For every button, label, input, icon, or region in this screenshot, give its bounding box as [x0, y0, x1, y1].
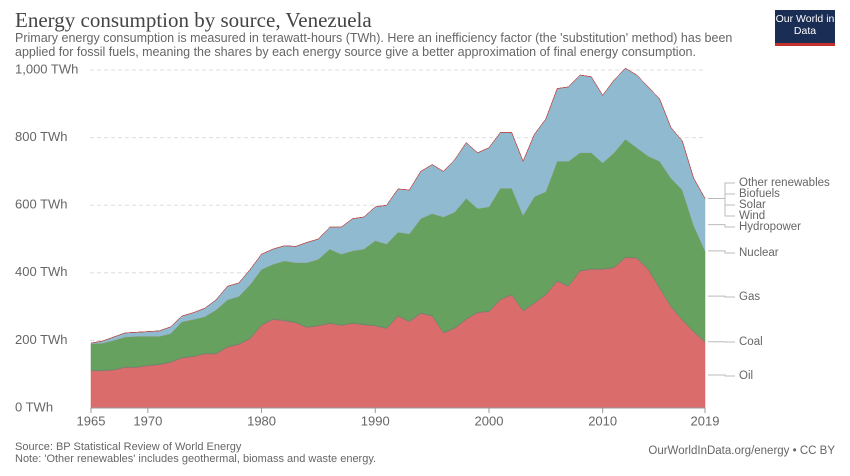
url[interactable]: OurWorldInData.org/energy • CC BY [648, 445, 835, 457]
legend-label: Hydropower [739, 221, 801, 233]
chart-subtitle: Primary energy consumption is measured i… [15, 31, 733, 59]
x-tick-label: 1980 [247, 413, 276, 428]
y-tick-label: 400 TWh [15, 264, 68, 279]
legend-label: Other renewables [739, 177, 830, 189]
y-tick-label: 1,000 TWh [15, 61, 78, 76]
chart-title: Energy consumption by source, Venezuela [15, 8, 372, 32]
logo[interactable]: Our World in Data [775, 10, 835, 46]
x-tick-label: 2019 [691, 413, 720, 428]
legend-connector [708, 197, 735, 217]
note: Note: 'Other renewables' includes geothe… [15, 453, 377, 465]
y-tick-label: 200 TWh [15, 332, 68, 347]
y-tick-label: 0 TWh [15, 399, 53, 414]
y-tick-label: 600 TWh [15, 197, 68, 212]
y-tick-label: 800 TWh [15, 129, 68, 144]
x-tick-label: 2000 [475, 413, 504, 428]
legend-label: Coal [739, 336, 763, 348]
legend-connector [708, 193, 735, 199]
legend-label: Solar [739, 199, 766, 211]
area [90, 67, 706, 344]
legend-label: Biofuels [739, 188, 780, 200]
legend-connector [708, 250, 735, 254]
legend-connector [708, 374, 735, 377]
legend-label: Nuclear [739, 247, 779, 259]
x-tick-label: 1990 [361, 413, 390, 428]
source: Source: BP Statistical Review of World E… [15, 441, 242, 453]
legend-connector [708, 224, 735, 228]
legend-connector [708, 197, 735, 206]
legend-connector [708, 182, 735, 199]
legend-connector [708, 295, 735, 298]
x-tick-label: 1970 [133, 413, 162, 428]
legend-label: Oil [739, 370, 753, 382]
x-tick-label: 1965 [77, 413, 106, 428]
legend-label: Wind [739, 210, 765, 222]
legend-label: Gas [739, 291, 760, 303]
x-tick-label: 2010 [588, 413, 617, 428]
